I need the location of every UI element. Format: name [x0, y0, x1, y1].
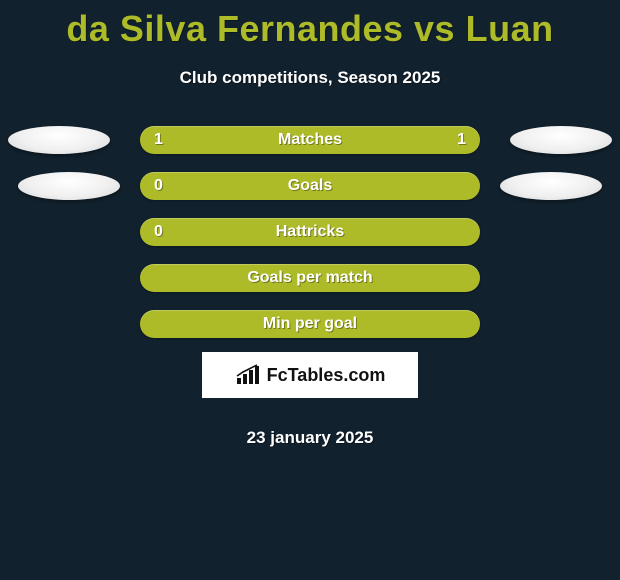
left-ellipse-icon	[8, 126, 110, 154]
stat-pill: 1 Matches 1	[140, 126, 480, 154]
stat-metric-label: Matches	[278, 131, 342, 149]
stat-pill: 0 Goals	[140, 172, 480, 200]
stat-pill: Min per goal	[140, 310, 480, 338]
left-ellipse-icon	[18, 172, 120, 200]
page-title: da Silva Fernandes vs Luan	[0, 0, 620, 50]
brand-text: FcTables.com	[267, 365, 386, 386]
stat-row-min-per-goal: Min per goal	[0, 310, 620, 356]
right-ellipse-icon	[510, 126, 612, 154]
brand-logo: FcTables.com	[202, 352, 418, 398]
stat-pill: 0 Hattricks	[140, 218, 480, 246]
stat-row-hattricks: 0 Hattricks	[0, 218, 620, 264]
bar-chart-icon	[235, 364, 261, 386]
stat-value-right: 1	[457, 126, 466, 154]
stat-value-left: 0	[154, 218, 163, 246]
snapshot-date: 23 january 2025	[0, 428, 620, 448]
right-ellipse-icon	[500, 172, 602, 200]
stat-row-goals: 0 Goals	[0, 172, 620, 218]
stat-pill: Goals per match	[140, 264, 480, 292]
stat-metric-label: Min per goal	[263, 315, 357, 333]
stat-metric-label: Hattricks	[276, 223, 344, 241]
stat-row-goals-per-match: Goals per match	[0, 264, 620, 310]
stat-metric-label: Goals	[288, 177, 332, 195]
stat-value-left: 0	[154, 172, 163, 200]
stats-rows: 1 Matches 1 0 Goals 0 Hattricks Goals pe…	[0, 126, 620, 356]
stat-row-matches: 1 Matches 1	[0, 126, 620, 172]
subtitle: Club competitions, Season 2025	[0, 68, 620, 88]
stat-metric-label: Goals per match	[247, 269, 372, 287]
stat-value-left: 1	[154, 126, 163, 154]
